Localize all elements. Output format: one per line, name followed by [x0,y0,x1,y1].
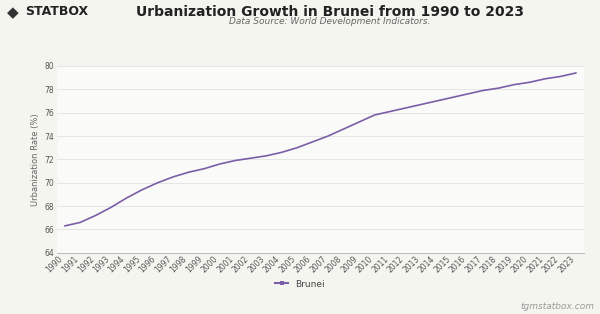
Text: Urbanization Growth in Brunei from 1990 to 2023: Urbanization Growth in Brunei from 1990 … [136,5,524,19]
Text: Data Source: World Development Indicators.: Data Source: World Development Indicator… [229,17,431,26]
Text: STATBOX: STATBOX [25,5,88,18]
Legend: Brunei: Brunei [271,276,329,292]
Text: ◆: ◆ [7,5,19,20]
Text: tgmstatbox.com: tgmstatbox.com [520,302,594,311]
Y-axis label: Urbanization Rate (%): Urbanization Rate (%) [31,113,40,206]
